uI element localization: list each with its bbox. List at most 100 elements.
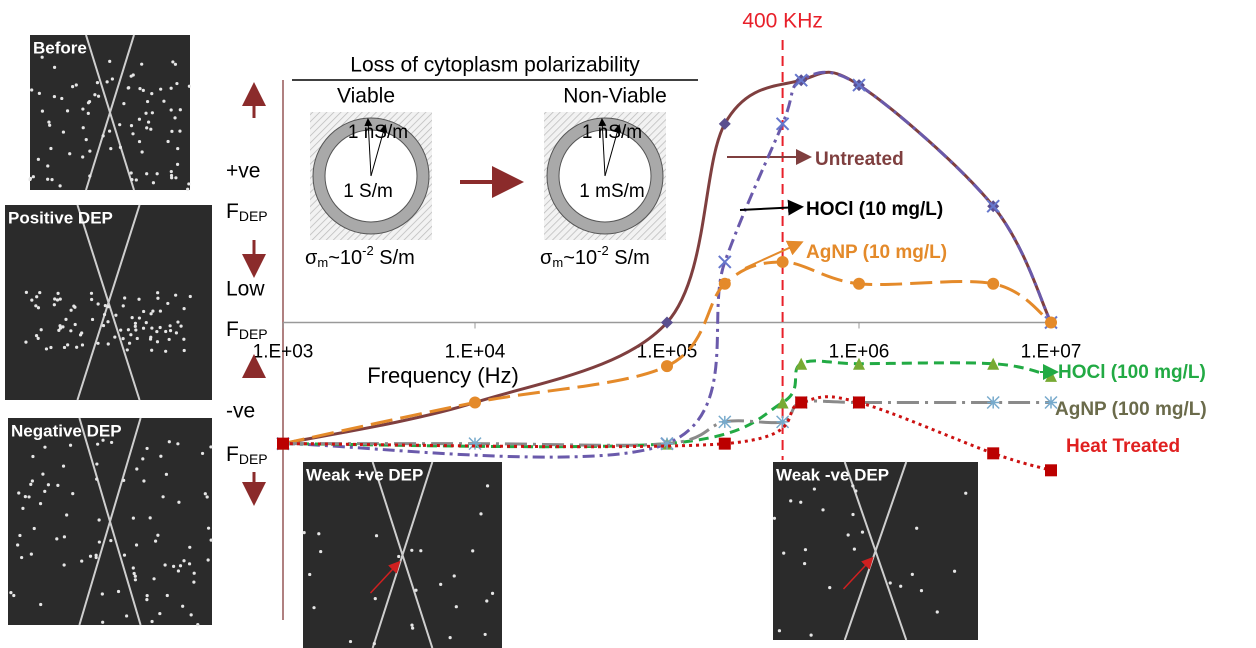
cell-dot [88, 174, 91, 177]
cell-dot [103, 313, 106, 316]
cell-dot [106, 80, 109, 83]
cell-dot [135, 467, 138, 470]
cell-dot [107, 305, 110, 308]
cell-dot [57, 329, 60, 332]
cell-dot [102, 324, 105, 327]
cell-dot [164, 350, 167, 353]
cell-dot [25, 291, 28, 294]
cell-dot [419, 549, 422, 552]
cell-dot [485, 599, 488, 602]
cell-dot [851, 484, 854, 487]
cell-dot [81, 343, 84, 346]
cell-dot [156, 291, 159, 294]
cell-dot [828, 586, 831, 589]
cell-dot [35, 334, 38, 337]
cell-dot [101, 621, 104, 624]
cell-dot [45, 347, 48, 350]
cell-dot [41, 110, 44, 113]
cell-dot [49, 147, 52, 150]
marker [987, 278, 999, 290]
cell-dot [126, 348, 129, 351]
cell-dot [58, 324, 61, 327]
cell-dot [33, 527, 36, 530]
cell-dot [145, 172, 148, 175]
legend-label: HOCl (10 mg/L) [806, 199, 943, 220]
cell-dot [98, 518, 101, 521]
cell-dot [159, 309, 162, 312]
mid: ~10 [328, 247, 362, 269]
cell-dot [38, 291, 41, 294]
cell-dot [175, 331, 178, 334]
cell-dot [108, 130, 111, 133]
cell-dot [122, 102, 125, 105]
cell-dot [66, 109, 69, 112]
cell-dot [81, 107, 84, 110]
cell-dot [169, 324, 172, 327]
cell-dot [55, 537, 58, 540]
cell-dot [85, 138, 88, 141]
cell-dot [95, 462, 98, 465]
x-tick-label: 1.E+04 [445, 342, 506, 363]
cell-dot [168, 338, 171, 341]
cell-dot [170, 108, 173, 111]
mid: ~10 [563, 247, 597, 269]
cell-dot [196, 623, 199, 626]
cell-dot [136, 337, 139, 340]
cell-dot [411, 627, 414, 630]
cell-dot [414, 589, 417, 592]
cell-dot [66, 343, 69, 346]
cell-dot [186, 188, 189, 191]
cell-dot [119, 146, 122, 149]
cell-dot [190, 613, 193, 616]
cell-dot [151, 111, 154, 114]
cell-dot [142, 327, 145, 330]
cell-dot [97, 302, 100, 305]
sub: m [552, 255, 563, 270]
cell-dot [30, 88, 33, 91]
cell-dot [168, 440, 171, 443]
viable-label: Viable [337, 85, 395, 108]
cell-dot [31, 455, 34, 458]
micrograph-caption: Weak -ve DEP [776, 465, 889, 484]
cell-dot [861, 531, 864, 534]
label-arrow [740, 207, 800, 210]
cell-dot [178, 130, 181, 133]
cell-dot [373, 642, 376, 645]
cell-dot [117, 590, 120, 593]
cell-dot [319, 550, 322, 553]
cell-dot [102, 134, 105, 137]
cell-dot [953, 570, 956, 573]
cell-dot [141, 150, 144, 153]
cell-dot [48, 124, 51, 127]
cell-dot [207, 558, 210, 561]
cell-dot [96, 342, 99, 345]
cell-dot [782, 551, 785, 554]
cell-dot [111, 77, 114, 80]
force-label: FDEP [226, 443, 268, 467]
cell-dot [192, 581, 195, 584]
inset-title: Loss of cytoplasm polarizability [350, 54, 640, 77]
cell-dot [50, 178, 53, 181]
sym: σ [305, 247, 318, 269]
cell-dot [59, 297, 62, 300]
cell-dot [71, 85, 74, 88]
cell-dot [38, 92, 41, 95]
medium-conductivity: σm~10-2 S/m [305, 243, 415, 270]
cell-dot [165, 473, 168, 476]
sym: σ [540, 247, 553, 269]
cell-dot [114, 314, 117, 317]
cell-dot [132, 73, 135, 76]
cell-dot [80, 559, 83, 562]
marker [987, 447, 999, 459]
cell-dot [813, 487, 816, 490]
cell-dot [312, 606, 315, 609]
cell-dot [132, 566, 135, 569]
unit: S/m [374, 247, 415, 269]
cell-dot [375, 534, 378, 537]
cell-dot [27, 495, 30, 498]
marker [795, 358, 807, 370]
cell-dot [91, 318, 94, 321]
x-tick-label: 1.E+07 [1021, 342, 1082, 363]
micrograph-caption: Weak +ve DEP [306, 465, 423, 484]
micrograph-caption: Positive DEP [8, 208, 113, 227]
